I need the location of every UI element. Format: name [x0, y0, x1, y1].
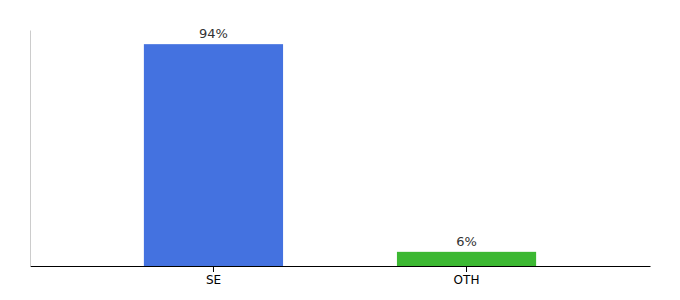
x-tick-mark	[213, 266, 214, 272]
data-labels: 94% 6%	[199, 26, 477, 249]
x-tick: OTH	[454, 266, 480, 287]
y-axis-line	[30, 31, 31, 267]
x-axis: SE OTH	[31, 266, 651, 287]
data-label: 6%	[456, 234, 477, 249]
x-tick-mark	[466, 266, 467, 272]
bar	[144, 44, 283, 266]
x-tick: SE	[206, 266, 221, 287]
bar	[397, 252, 536, 266]
x-tick-label: OTH	[454, 273, 480, 287]
plot: SE OTH 94% 6%	[31, 26, 651, 286]
bars	[144, 44, 536, 266]
chart-svg: SE OTH 94% 6%	[0, 0, 680, 300]
x-axis-line	[31, 266, 651, 267]
chart-container: SE OTH 94% 6%	[0, 0, 680, 300]
y-axis	[30, 31, 31, 267]
x-tick-label: SE	[206, 273, 221, 287]
data-label: 94%	[199, 26, 228, 41]
